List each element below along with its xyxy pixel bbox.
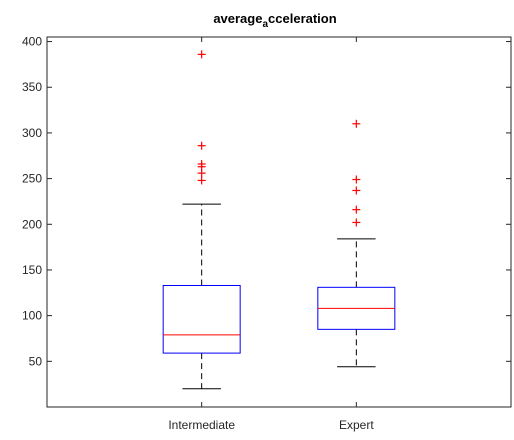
outlier-marker	[197, 176, 206, 185]
outlier-marker	[197, 141, 206, 150]
outlier-marker	[352, 186, 361, 195]
y-tick-label: 400	[22, 35, 42, 49]
y-tick-label: 350	[22, 80, 42, 94]
y-axis: 50 100 150 200 250 300 350 400	[22, 35, 511, 368]
y-tick-label: 200	[22, 217, 42, 231]
outlier-marker	[352, 175, 361, 184]
boxes	[162, 50, 396, 390]
plot-area	[46, 36, 512, 408]
x-tick-label: Expert	[339, 418, 374, 432]
y-tick-label: 300	[22, 126, 42, 140]
title-subscript: a	[262, 19, 268, 30]
outlier-marker	[352, 205, 361, 214]
box-intermediate	[162, 50, 241, 390]
y-tick-label: 50	[29, 354, 43, 368]
x-axis: Intermediate Expert	[168, 37, 374, 432]
y-tick-label: 100	[22, 309, 42, 323]
outlier-marker	[197, 50, 206, 59]
outlier-marker	[352, 119, 361, 128]
chart-title: averageacceleration	[213, 11, 336, 30]
y-tick-label: 250	[22, 172, 42, 186]
outlier-marker	[197, 159, 206, 168]
outlier-marker	[352, 218, 361, 227]
title-main: average	[213, 11, 262, 26]
x-tick-label: Intermediate	[168, 418, 235, 432]
y-tick-label: 150	[22, 263, 42, 277]
iqr-box	[162, 284, 241, 354]
title-rest: cceleration	[268, 11, 337, 26]
box-expert	[317, 119, 396, 368]
